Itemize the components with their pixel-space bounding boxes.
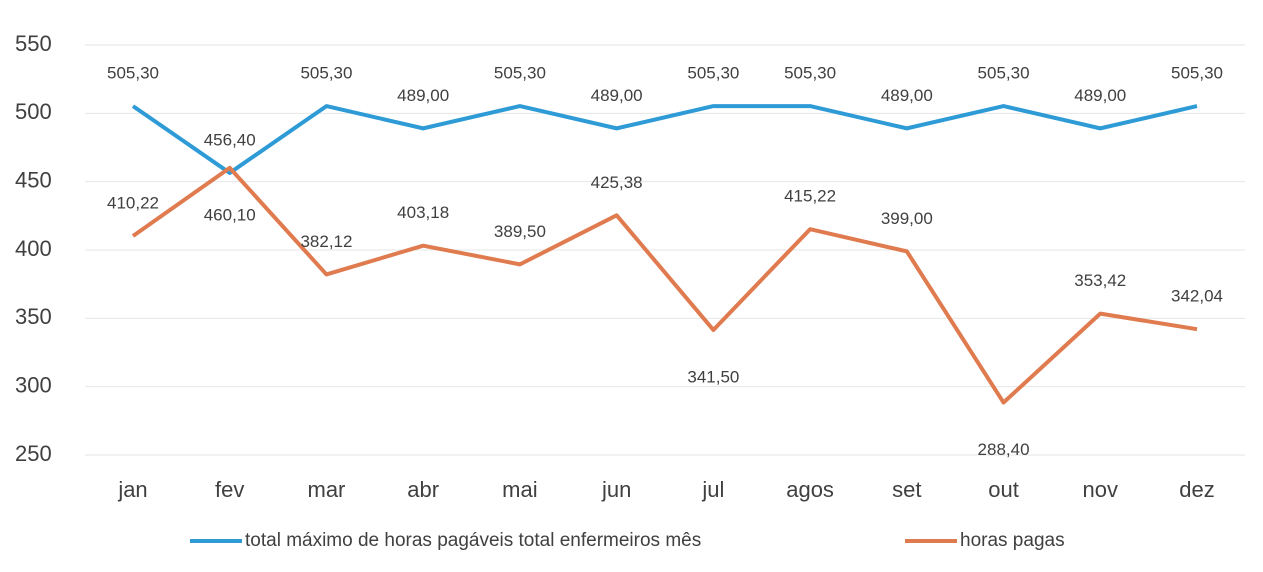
- data-label: 403,18: [397, 203, 449, 222]
- data-label: 505,30: [784, 64, 836, 83]
- x-tick-label: mar: [308, 477, 346, 502]
- data-label: 288,40: [978, 440, 1030, 459]
- data-label: 489,00: [397, 86, 449, 105]
- legend-label: total máximo de horas pagáveis total enf…: [245, 530, 701, 551]
- data-label: 489,00: [881, 86, 933, 105]
- x-tick-label: set: [892, 477, 921, 502]
- data-label: 456,40: [204, 130, 256, 149]
- x-tick-label: agos: [786, 477, 834, 502]
- y-tick-label: 500: [15, 99, 52, 124]
- y-tick-label: 550: [15, 31, 52, 56]
- x-tick-label: mai: [502, 477, 537, 502]
- data-label: 353,42: [1074, 271, 1126, 290]
- data-label: 341,50: [687, 367, 739, 386]
- series-line: [131, 165, 1198, 405]
- data-label: 505,30: [494, 64, 546, 83]
- legend-label: horas pagas: [960, 530, 1065, 551]
- data-label: 415,22: [784, 187, 836, 206]
- y-tick-label: 450: [15, 167, 52, 192]
- data-label: 425,38: [591, 173, 643, 192]
- x-tick-label: abr: [407, 477, 439, 502]
- y-tick-label: 350: [15, 304, 52, 329]
- data-label: 505,30: [107, 64, 159, 83]
- data-label: 489,00: [591, 86, 643, 105]
- x-tick-label: dez: [1179, 477, 1214, 502]
- data-label: 382,12: [300, 232, 352, 251]
- series-line: [131, 104, 1198, 175]
- data-label: 505,30: [1171, 64, 1223, 83]
- data-label: 505,30: [687, 64, 739, 83]
- y-tick-label: 250: [15, 441, 52, 466]
- x-tick-label: jan: [117, 477, 147, 502]
- data-label: 410,22: [107, 194, 159, 213]
- data-label: 489,00: [1074, 86, 1126, 105]
- x-tick-label: jun: [601, 477, 631, 502]
- data-label: 505,30: [300, 64, 352, 83]
- x-tick-label: nov: [1083, 477, 1118, 502]
- data-label: 342,04: [1171, 287, 1223, 306]
- x-tick-label: out: [988, 477, 1019, 502]
- x-tick-label: jul: [701, 477, 724, 502]
- y-tick-label: 300: [15, 372, 52, 397]
- data-label: 399,00: [881, 209, 933, 228]
- data-label: 460,10: [204, 205, 256, 224]
- data-label: 505,30: [978, 64, 1030, 83]
- x-tick-label: fev: [215, 477, 244, 502]
- data-label: 389,50: [494, 222, 546, 241]
- y-tick-label: 400: [15, 236, 52, 261]
